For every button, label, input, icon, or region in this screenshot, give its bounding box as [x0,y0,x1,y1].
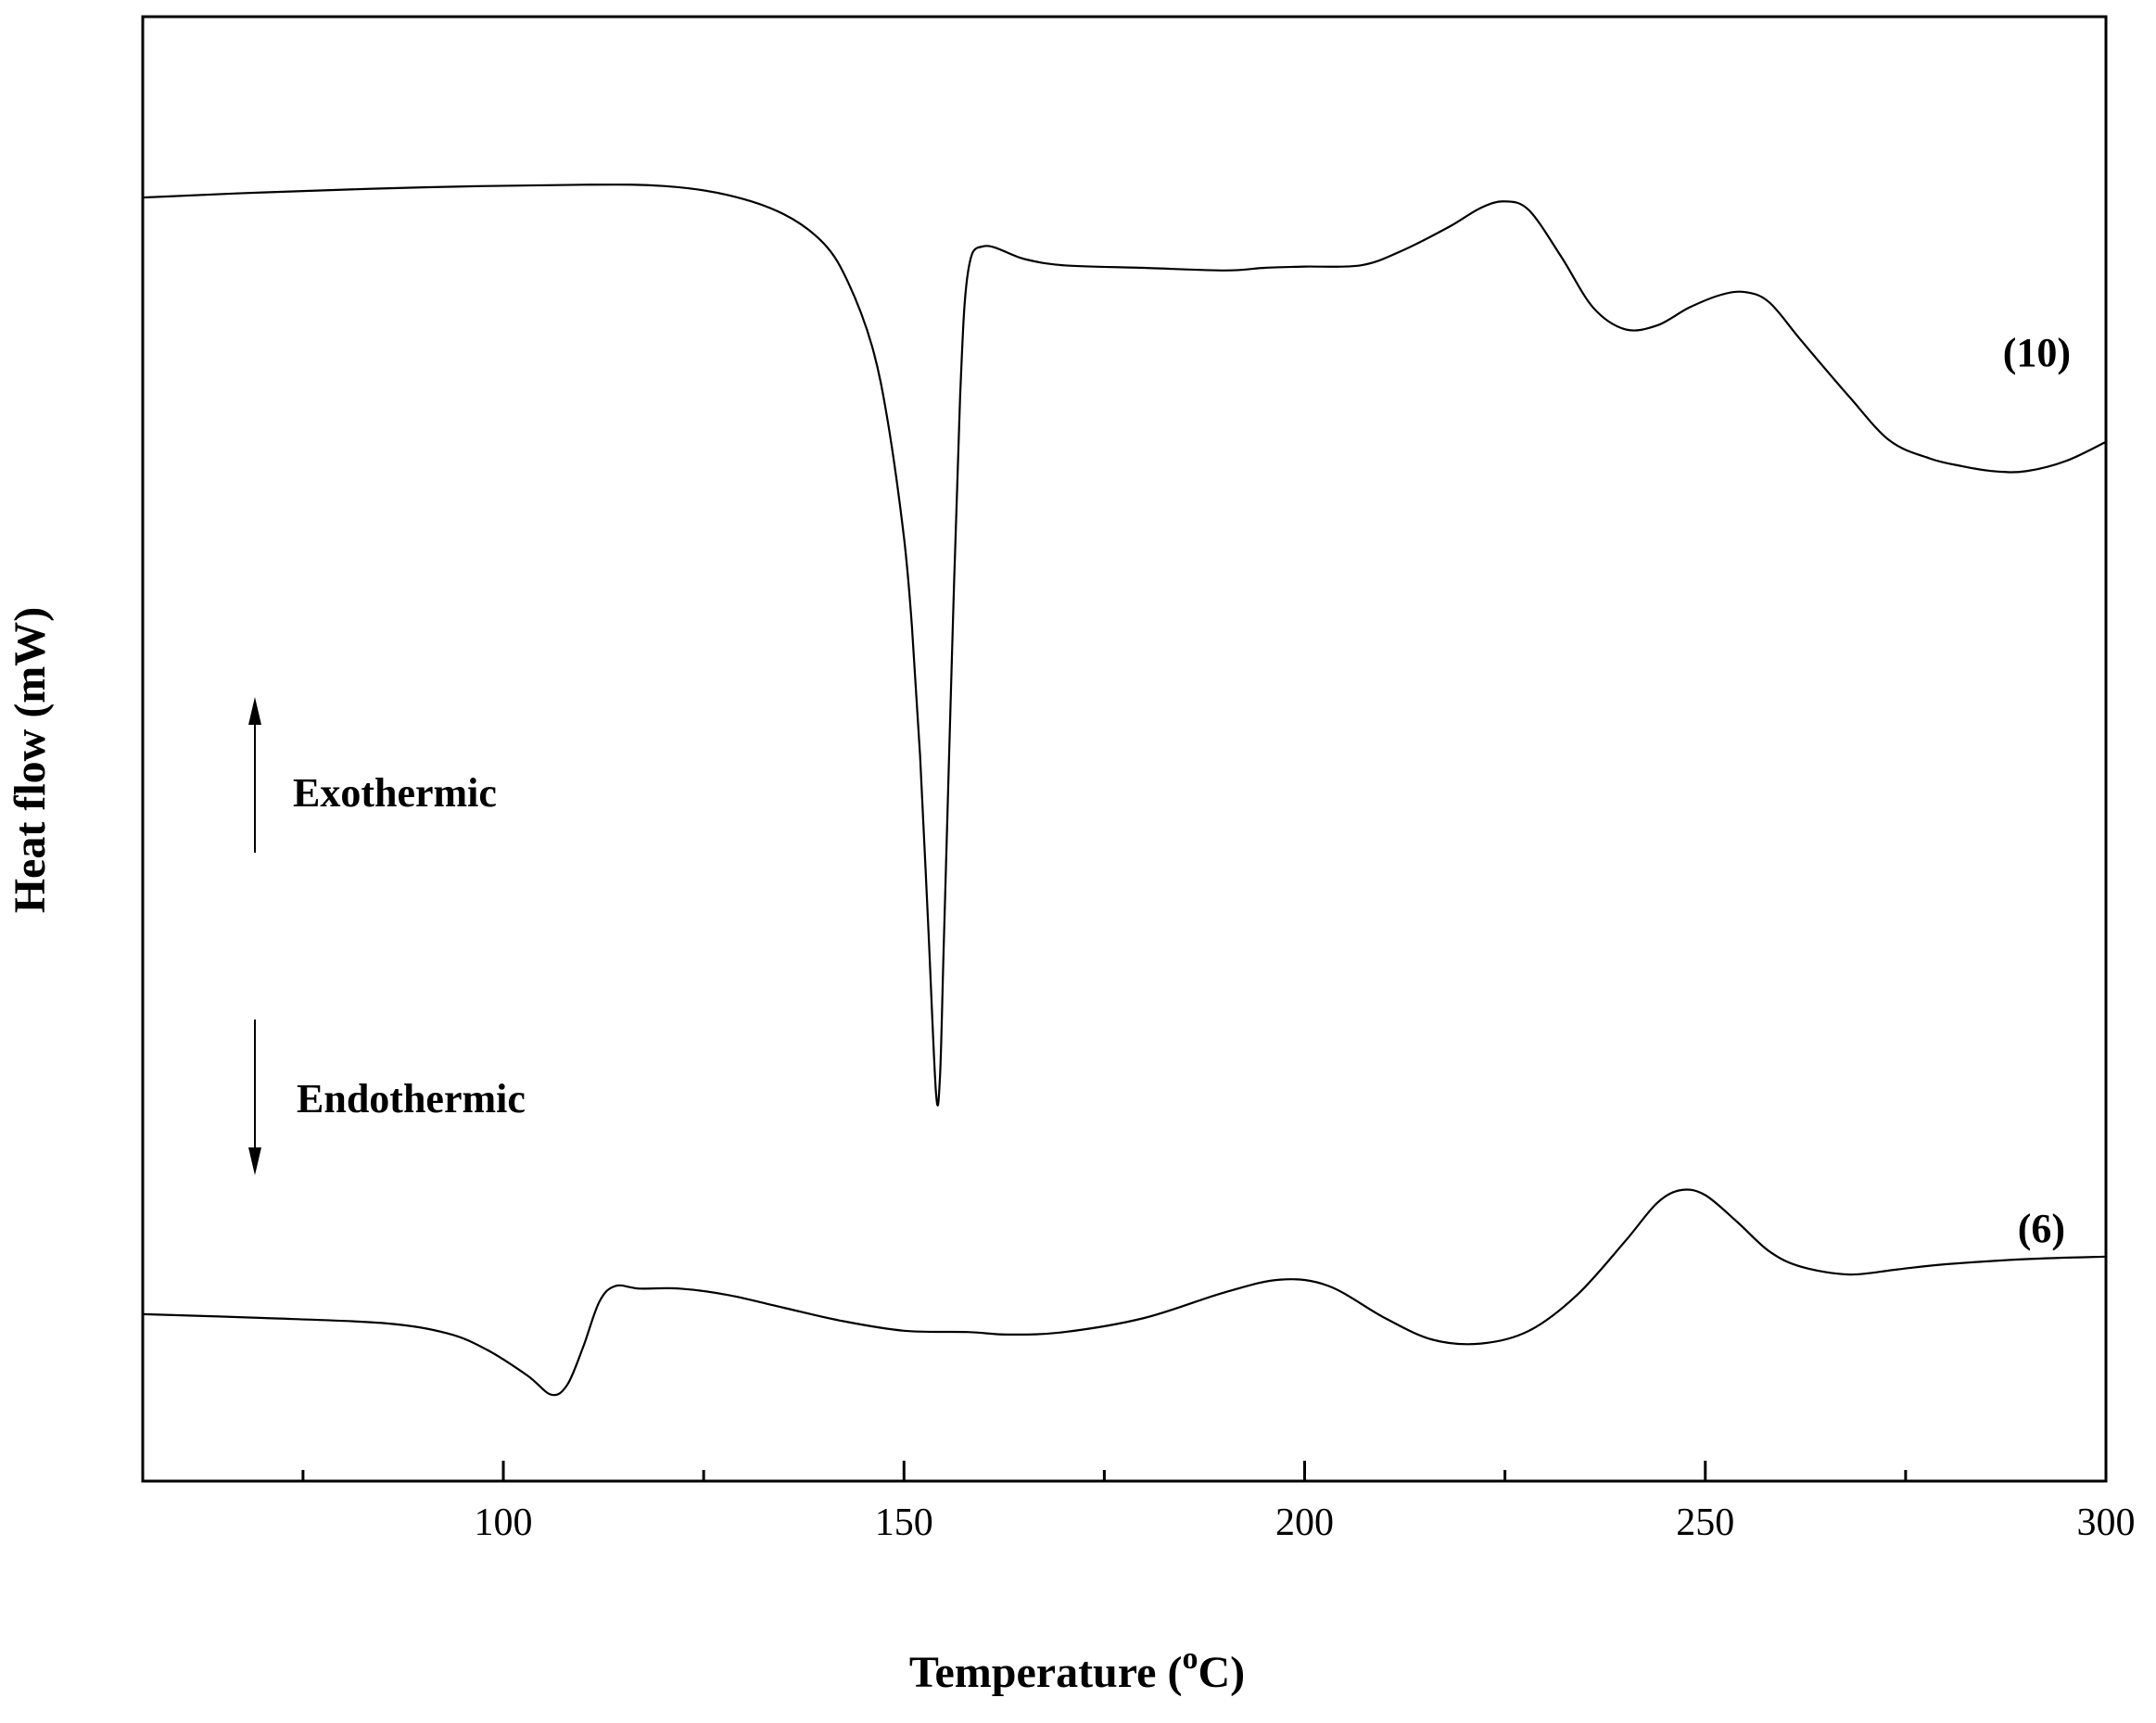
endo-label: Endothermic [297,1076,526,1121]
x-axis-title-superscript: o [1182,1641,1198,1676]
x-axis-title: Temperature (oC) [909,1641,1245,1697]
x-tick-label: 300 [2077,1501,2136,1544]
x-tick-label: 100 [475,1501,533,1544]
series-labels: (10) (6) [2003,330,2071,1251]
plot-frame [141,15,2108,1483]
exo-arrow-head [248,697,261,725]
exo-endo-annotation: Exothermic Endothermic [248,697,526,1175]
x-axis-ticks [301,1461,2108,1481]
curves [142,184,2107,1397]
series-label-2: (6) [2018,1206,2065,1251]
exo-label: Exothermic [293,770,497,816]
x-tick-label: 200 [1275,1501,1334,1544]
endo-arrow-head [248,1147,261,1175]
series-label-1: (10) [2003,330,2071,375]
x-tick-label: 250 [1676,1501,1734,1544]
y-axis-title: Heat flow (mW) [6,607,55,914]
x-tick-label: 150 [875,1501,933,1544]
series-line-2 [142,1188,2107,1397]
x-axis-tick-labels: 100 150 200 250 300 [475,1501,2136,1544]
series-line-1 [142,184,2107,1107]
